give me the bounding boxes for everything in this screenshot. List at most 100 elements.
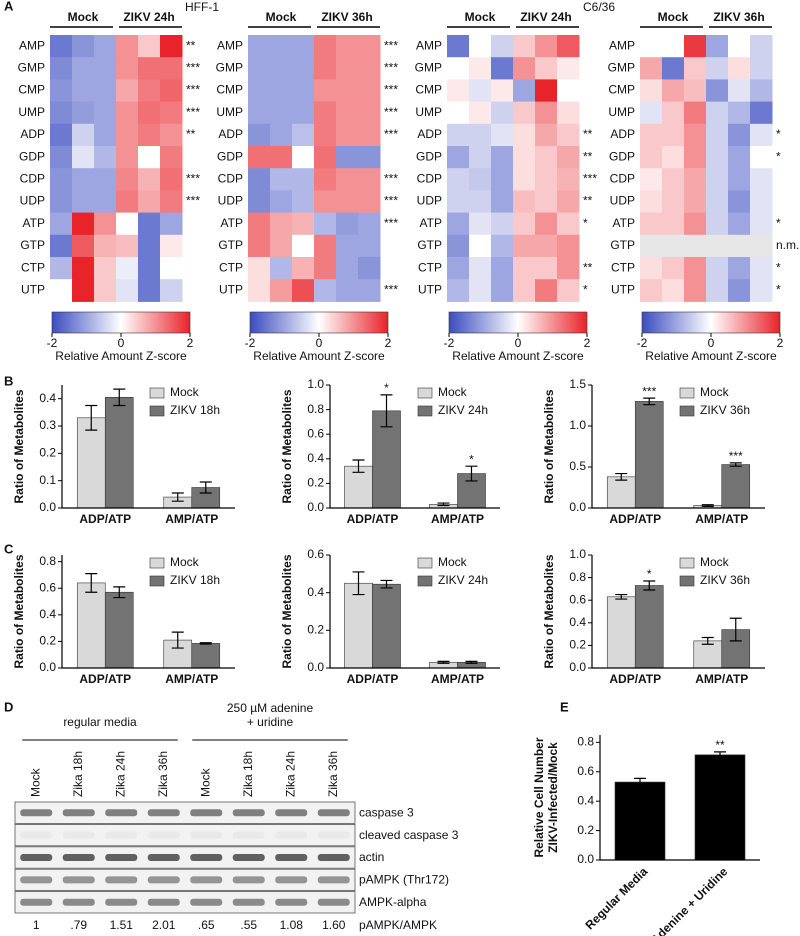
y-tick-label: 0.8 — [39, 554, 56, 568]
significance: ** — [583, 149, 593, 163]
heat-cell — [728, 57, 751, 80]
heat-cell — [684, 35, 707, 58]
heat-cell — [336, 79, 359, 103]
axes — [599, 735, 760, 861]
heat-cell — [160, 101, 183, 125]
heat-cell — [248, 212, 271, 236]
axes — [329, 555, 500, 669]
colorbar — [51, 311, 191, 334]
legend-swatch — [679, 405, 695, 417]
lane-label: Mock — [28, 767, 42, 797]
heat-cell — [469, 57, 492, 80]
heat-cell — [750, 79, 773, 103]
row-label: CMP — [608, 83, 635, 97]
heat-cell — [50, 212, 73, 236]
heat-cell — [72, 279, 95, 302]
row-label: GMP — [18, 60, 45, 74]
blot-band — [317, 854, 350, 861]
colorbar-label: Relative Amount Z-score — [55, 349, 187, 363]
legend-swatch — [149, 557, 165, 569]
heat-cell — [336, 35, 359, 58]
row-label: CTP — [611, 260, 635, 274]
row-label: AMP — [416, 38, 442, 52]
blot-band — [275, 809, 308, 817]
y-tick-label: 0.2 — [577, 823, 594, 837]
blot-band — [275, 831, 308, 839]
heat-cell — [662, 168, 685, 191]
blot-band — [232, 809, 265, 817]
blot-band — [147, 876, 180, 884]
legend-swatch — [417, 575, 433, 587]
legend-swatch — [417, 387, 433, 399]
heat-cell — [535, 79, 558, 103]
heat-cell — [447, 190, 470, 214]
significance: *** — [384, 60, 398, 74]
colorbar-tick-label: 0 — [708, 336, 715, 350]
heat-cell — [640, 190, 663, 214]
heat-cell — [513, 146, 536, 169]
bar — [372, 583, 401, 669]
heat-cell — [535, 123, 558, 147]
ratio-value: 1 — [33, 918, 40, 932]
heat-cell — [469, 257, 492, 280]
column-group-label: Mock — [465, 10, 496, 24]
blot-band — [190, 898, 223, 906]
colorbar-label: Relative Amount Z-score — [253, 349, 385, 363]
y-axis-label: Ratio of Metabolites — [542, 554, 556, 668]
heat-cell — [358, 123, 381, 147]
heat-cell — [706, 123, 729, 147]
heat-cell — [447, 35, 470, 58]
error-bar — [352, 571, 365, 596]
heat-cell — [706, 279, 729, 302]
heat-cell — [160, 279, 183, 302]
heat-cell — [138, 35, 161, 58]
heat-cell — [336, 234, 359, 258]
heat-cell — [50, 101, 73, 125]
y-tick-label: 0.4 — [569, 615, 586, 629]
heat-cell — [270, 234, 293, 258]
significance: *** — [384, 194, 398, 208]
significance: * — [583, 282, 588, 296]
heat-cell — [116, 57, 139, 80]
heat-cell — [750, 57, 773, 80]
heat-cell — [706, 57, 729, 80]
heat-cell — [513, 101, 536, 125]
blot-band — [62, 854, 95, 861]
legend-label: Mock — [700, 385, 730, 399]
heat-cell — [750, 101, 773, 125]
blot-band — [232, 876, 265, 884]
heat-cell — [138, 168, 161, 191]
heat-cell — [640, 146, 663, 169]
heat-cell — [750, 168, 773, 191]
y-tick-label: 0.2 — [307, 623, 324, 637]
heat-cell — [728, 101, 751, 125]
row-label: ADP — [218, 127, 243, 141]
x-tick-label: ADP/ATP — [347, 672, 399, 686]
heat-cell — [116, 79, 139, 103]
blot-band — [20, 809, 53, 817]
heat-cell — [292, 212, 315, 236]
colorbar-tick-label: 2 — [385, 336, 392, 350]
y-tick-label: 0.0 — [307, 500, 324, 514]
ratio-value: 1.08 — [280, 918, 304, 932]
heat-cell — [706, 146, 729, 169]
heat-cell — [292, 146, 315, 169]
legend-swatch — [149, 387, 165, 399]
row-label: CTP — [219, 260, 243, 274]
y-tick-label: 0.4 — [307, 451, 324, 465]
heat-cell — [50, 234, 73, 258]
heat-cell — [270, 279, 293, 302]
y-tick-label: 0.6 — [569, 592, 586, 606]
heat-cell — [513, 257, 536, 280]
significance: *** — [186, 83, 200, 97]
lane-label: Mock — [198, 767, 212, 797]
legend-label: Mock — [700, 555, 730, 569]
heat-cell — [314, 234, 337, 258]
heat-cell — [94, 234, 117, 258]
heat-cell — [270, 212, 293, 236]
y-tick-label: 0.8 — [569, 570, 586, 584]
heat-cell — [248, 57, 271, 80]
bar — [191, 643, 221, 669]
heat-cell — [270, 257, 293, 280]
column-group-label: ZIKV 24h — [123, 10, 174, 24]
